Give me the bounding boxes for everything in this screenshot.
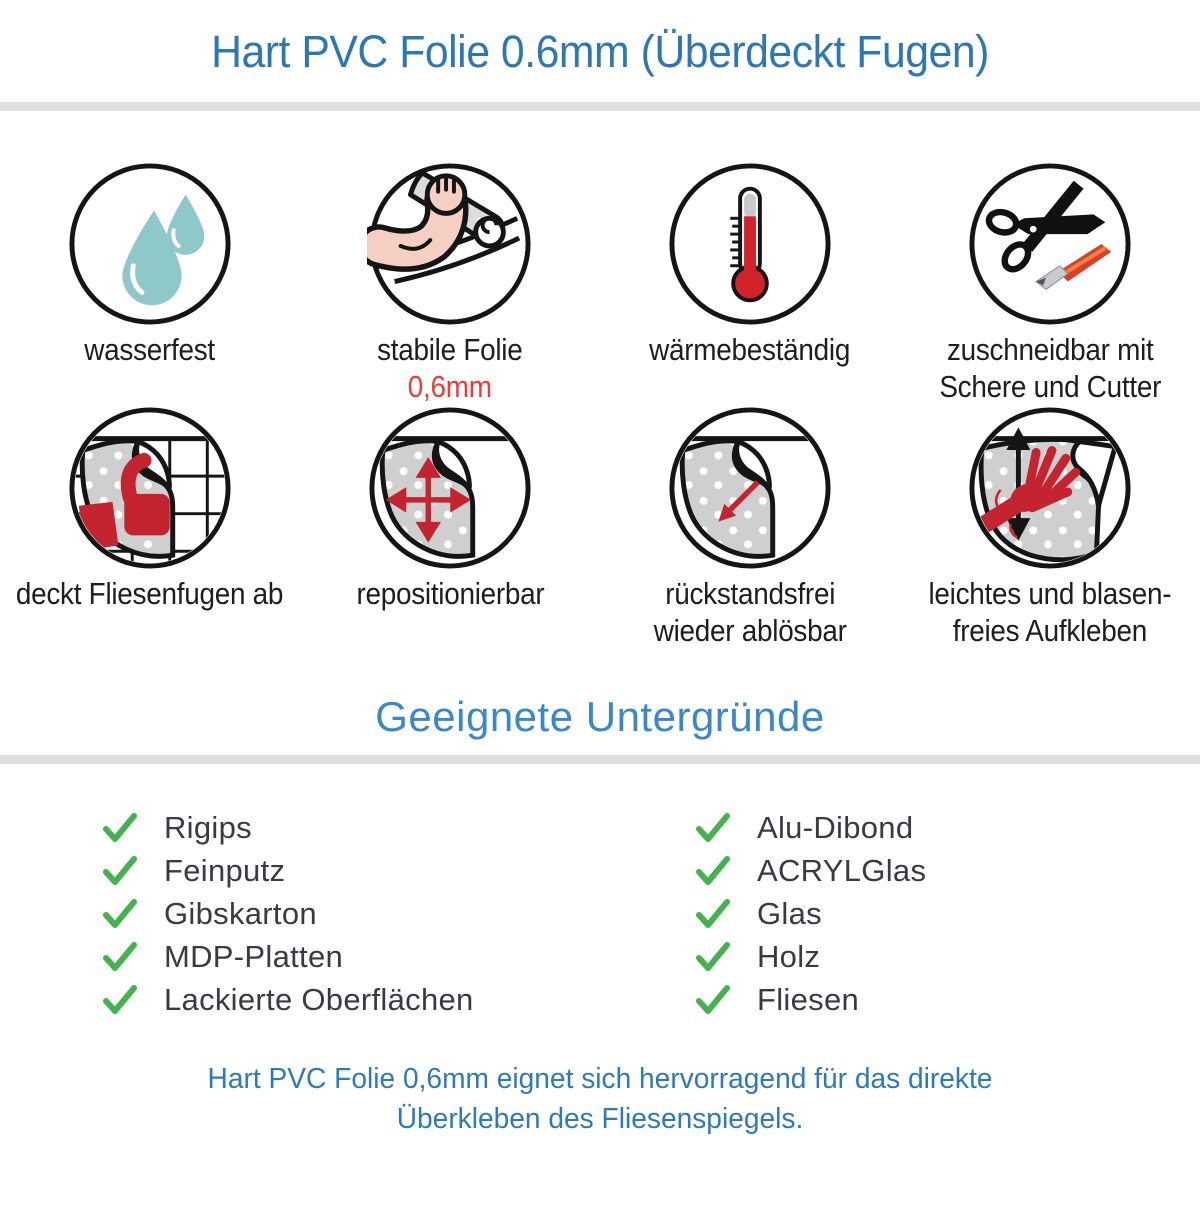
- feature-label: zuschneidbar mit: [946, 332, 1154, 367]
- thumb-tile-icon: [69, 407, 231, 569]
- feature-label: wieder ablösbar: [653, 613, 847, 648]
- check-icon: [103, 898, 137, 928]
- feature-grid: wasserfest stabile Folie 0,6mm: [0, 161, 1200, 649]
- peel-arrow-icon: [669, 407, 831, 569]
- feature-heat-resistant: wärmebeständig: [638, 161, 861, 405]
- feature-removable: rückstandsfrei wieder ablösbar: [643, 405, 857, 649]
- water-drops-icon: [69, 163, 231, 325]
- scissors-cutter-icon: [969, 163, 1131, 325]
- check-icon: [103, 812, 137, 842]
- feature-label: wasserfest: [84, 332, 216, 367]
- list-item: Lackierte Oberflächen: [102, 978, 695, 1021]
- list-item: Alu-Dibond: [695, 806, 926, 849]
- move-arrows-icon: [369, 407, 531, 569]
- list-item: Feinputz: [102, 849, 695, 892]
- surfaces-list-left: Rigips Feinputz Gibskarton MDP-Platten L…: [102, 806, 695, 1021]
- check-icon: [696, 898, 730, 928]
- check-icon: [103, 941, 137, 971]
- muscle-foil-icon: [367, 163, 531, 325]
- hand-smooth-icon: [969, 407, 1131, 569]
- check-icon: [103, 984, 137, 1014]
- footer-line-1: Hart PVC Folie 0,6mm eignet sich hervorr…: [207, 1063, 993, 1095]
- footer-line-2: Überkleben des Fliesenspiegels.: [396, 1103, 804, 1135]
- surfaces-section: Rigips Feinputz Gibskarton MDP-Platten L…: [0, 806, 1200, 1021]
- list-item: MDP-Platten: [102, 935, 695, 978]
- feature-label: freies Aufkleben: [952, 613, 1148, 648]
- feature-label: rückstandsfrei: [665, 576, 835, 611]
- list-item: Rigips: [102, 806, 695, 849]
- check-icon: [103, 855, 137, 885]
- list-item: Glas: [695, 892, 926, 935]
- divider-bar-middle: [0, 755, 1200, 764]
- foil-thickness-label: 0,6mm: [408, 369, 492, 404]
- surfaces-list-right: Alu-Dibond ACRYLGlas Glas Holz Fliesen: [695, 806, 926, 1021]
- feature-label: Schere und Cutter: [939, 369, 1161, 404]
- feature-easy-apply: leichtes und blasen- freies Aufkleben: [915, 405, 1185, 649]
- divider-bar-top: [0, 102, 1200, 111]
- thermometer-icon: [669, 163, 831, 325]
- feature-stable-foil: stabile Folie 0,6mm: [367, 161, 533, 405]
- footer-note: Hart PVC Folie 0,6mm eignet sich hervorr…: [18, 1059, 1182, 1139]
- feature-cuttable: zuschneidbar mit Schere und Cutter: [927, 161, 1174, 405]
- list-item: Fliesen: [695, 978, 926, 1021]
- list-item: Gibskarton: [102, 892, 695, 935]
- feature-waterproof: wasserfest: [67, 161, 233, 405]
- list-item: Holz: [695, 935, 926, 978]
- page-title: Hart PVC Folie 0.6mm (Überdeckt Fugen): [211, 26, 989, 77]
- check-icon: [696, 984, 730, 1014]
- feature-covers-joints: deckt Fliesenfugen ab: [1, 405, 298, 649]
- feature-label: stabile Folie: [377, 332, 523, 367]
- list-item: ACRYLGlas: [695, 849, 926, 892]
- feature-label: leichtes und blasen-: [928, 576, 1172, 611]
- feature-label: deckt Fliesenfugen ab: [16, 576, 284, 611]
- surfaces-heading: Geeignete Untergründe: [375, 693, 825, 740]
- feature-label: repositionierbar: [356, 576, 544, 611]
- check-icon: [696, 855, 730, 885]
- check-icon: [696, 941, 730, 971]
- feature-repositionable: repositionierbar: [346, 405, 555, 649]
- feature-label: wärmebeständig: [649, 332, 851, 367]
- check-icon: [696, 812, 730, 842]
